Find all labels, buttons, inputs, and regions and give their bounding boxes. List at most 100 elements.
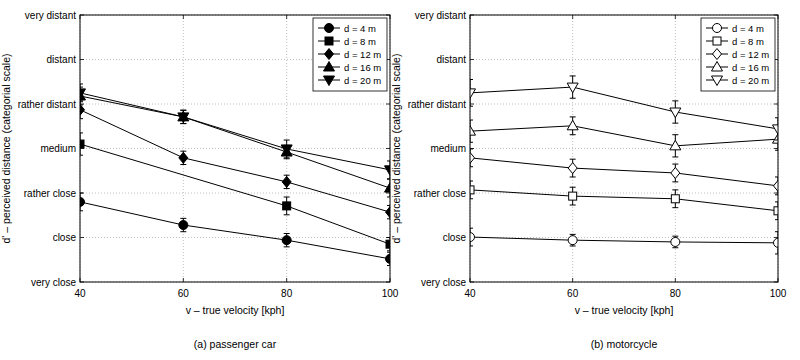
plot-frame — [470, 15, 778, 282]
tick-label: rather distant — [18, 99, 77, 110]
data-point — [179, 221, 188, 230]
grid-line — [80, 193, 390, 194]
data-point — [671, 167, 680, 178]
tick-mark — [183, 15, 184, 19]
tick-label: medium — [430, 143, 466, 154]
data-point — [774, 180, 779, 191]
legend-label: d = 20 m — [732, 75, 769, 86]
data-point — [774, 238, 779, 247]
chart-title: (a) passenger car — [194, 338, 277, 350]
grid-line — [80, 148, 390, 149]
series-line — [80, 93, 390, 170]
tick-label: 40 — [74, 288, 86, 299]
x-axis-label: v – true velocity [kph] — [186, 304, 285, 316]
tick-label: 80 — [670, 288, 682, 299]
data-point — [470, 152, 475, 163]
legend-label: d = 16 m — [344, 62, 381, 73]
data-group — [80, 84, 390, 266]
chart-title: (b) motorcycle — [591, 338, 658, 350]
legend-label: d = 4 m — [344, 23, 376, 34]
legend-label: d = 20 m — [344, 75, 381, 86]
data-point — [670, 108, 681, 118]
tick-label: rather close — [414, 188, 467, 199]
tick-label: 40 — [464, 288, 476, 299]
data-point — [470, 233, 475, 242]
tick-mark — [675, 15, 676, 19]
tick-label: very close — [31, 277, 76, 288]
data-point — [567, 120, 578, 129]
legend-marker — [325, 24, 334, 33]
data-point — [470, 126, 476, 136]
series-line — [470, 237, 778, 243]
data-point — [470, 186, 474, 194]
data-point — [568, 236, 577, 245]
legend-label: d = 16 m — [732, 62, 769, 73]
tick-label: distant — [47, 54, 77, 65]
data-point — [569, 192, 577, 200]
legend-label: d = 12 m — [732, 49, 769, 60]
grid-line — [183, 15, 184, 282]
tick-mark — [774, 193, 778, 194]
chart: very closecloserather closemediumrather … — [0, 10, 399, 351]
tick-label: distant — [437, 54, 467, 65]
legend-marker — [324, 62, 335, 72]
data-point — [281, 145, 292, 155]
data-point — [80, 89, 86, 99]
tick-mark — [286, 278, 287, 282]
legend-marker — [325, 37, 333, 45]
error-bar — [570, 187, 576, 205]
error-bar — [672, 190, 678, 208]
data-point — [386, 254, 391, 263]
legend: d = 4 m d = 8 m d = 12 m d = 16 m d = 20 m — [313, 18, 387, 91]
legend-label: d = 8 m — [344, 36, 376, 47]
chart: very close close rather close medium rather … — [390, 10, 787, 351]
legend-box — [313, 18, 387, 91]
plot-frame — [80, 15, 390, 282]
legend-label: d = 12 m — [344, 49, 381, 60]
data-point — [80, 197, 85, 206]
data-point — [671, 195, 679, 203]
tick-mark — [675, 278, 676, 282]
tick-mark — [572, 278, 573, 282]
series-line — [470, 190, 778, 211]
data-point — [179, 152, 188, 163]
data-point — [671, 237, 680, 246]
data-point — [773, 134, 779, 144]
data-point — [470, 89, 476, 99]
legend-box — [701, 18, 775, 91]
tick-label: very distant — [415, 10, 466, 21]
legend-marker — [713, 37, 721, 45]
data-point — [282, 236, 291, 245]
series-line — [80, 202, 390, 259]
data-point — [774, 207, 778, 215]
tick-mark — [774, 237, 778, 238]
tick-label: 100 — [382, 288, 399, 299]
tick-label: 80 — [281, 288, 293, 299]
legend-label: d = 8 m — [732, 36, 764, 47]
data-point — [773, 125, 779, 135]
data-point — [283, 202, 291, 210]
legend-marker — [712, 76, 723, 86]
tick-label: close — [443, 232, 467, 243]
series-line — [470, 126, 778, 146]
y-axis-label: d' – perceived distance (categorial scal… — [390, 54, 402, 244]
legend-marker — [713, 24, 722, 33]
series-line — [470, 87, 778, 129]
x-axis-label: v – true velocity [kph] — [575, 304, 674, 316]
tick-label: rather distant — [408, 99, 467, 110]
legend-marker — [713, 49, 722, 60]
legend-marker — [325, 49, 334, 60]
data-point — [80, 140, 84, 148]
tick-mark — [774, 148, 778, 149]
legend-label: d = 4 m — [732, 23, 764, 34]
tick-mark — [183, 278, 184, 282]
plot-background — [80, 15, 390, 282]
grid-line — [470, 104, 778, 105]
tick-label: very close — [421, 277, 466, 288]
grid-line — [470, 237, 778, 238]
tick-mark — [774, 104, 778, 105]
tick-mark — [470, 104, 474, 105]
plot-background — [470, 15, 778, 282]
tick-label: close — [53, 232, 77, 243]
tick-label: 100 — [770, 288, 787, 299]
